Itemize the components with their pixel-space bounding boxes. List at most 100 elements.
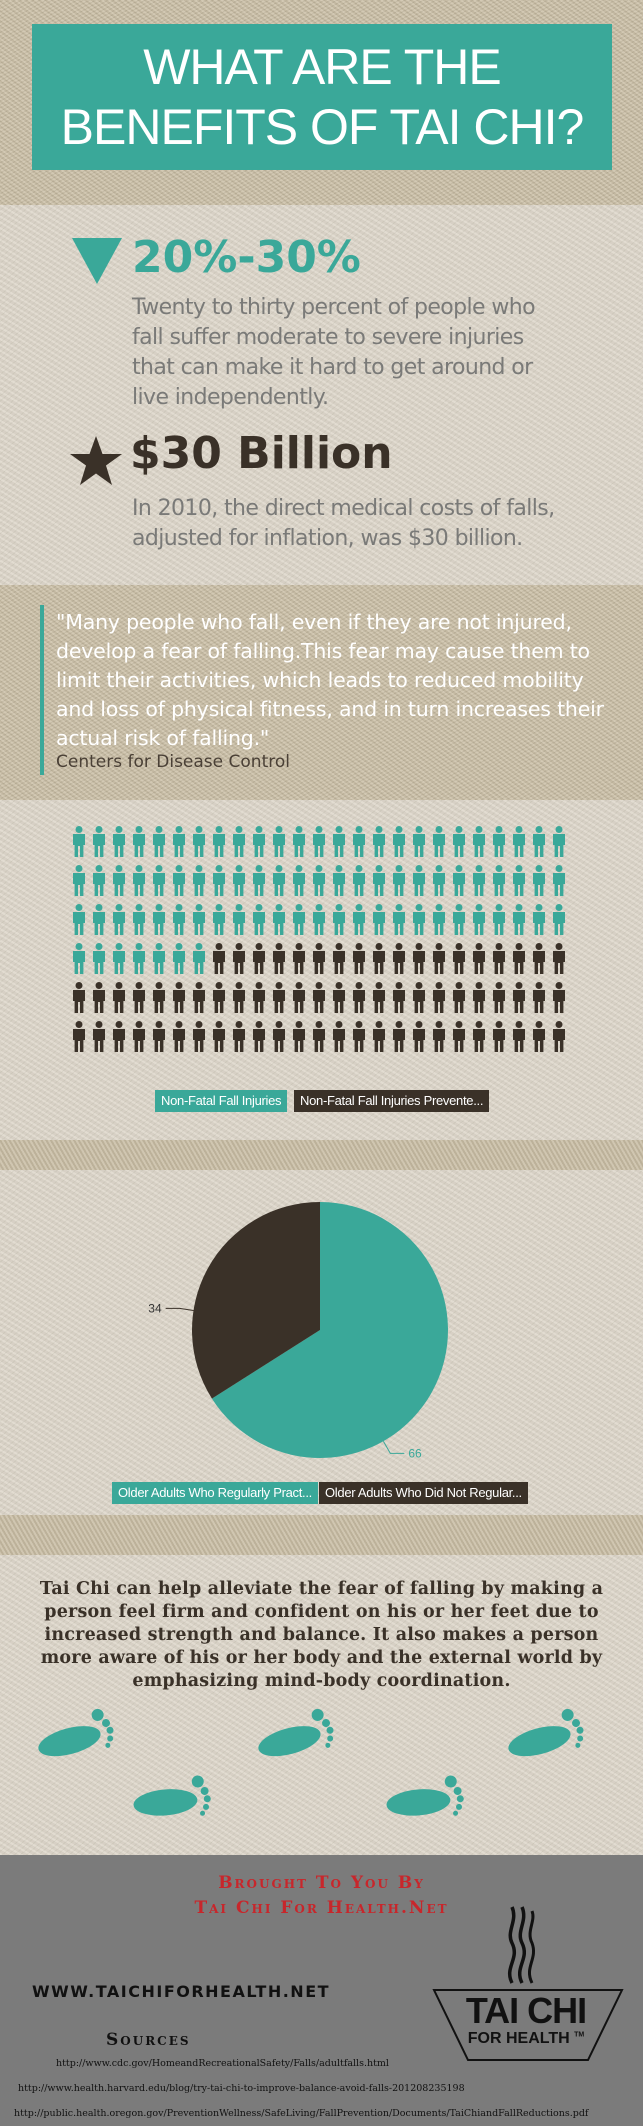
website-url: WWW.TAICHIFORHEALTH.NET bbox=[32, 1982, 331, 2001]
person-icon-injured bbox=[173, 904, 185, 935]
person-icon-injured bbox=[213, 826, 225, 857]
pie-leader-line-0 bbox=[382, 1440, 405, 1454]
person-icon-prevented bbox=[113, 1021, 125, 1052]
logo-subtitle: FOR HEALTH TM bbox=[436, 2030, 616, 2048]
person-icon-injured bbox=[393, 826, 405, 857]
person-icon-prevented bbox=[313, 982, 325, 1013]
person-icon-injured bbox=[133, 943, 145, 974]
person-icon-injured bbox=[273, 826, 285, 857]
separator-band bbox=[0, 1140, 643, 1170]
person-icon-prevented bbox=[453, 982, 465, 1013]
person-icon-injured bbox=[213, 904, 225, 935]
person-icon-injured bbox=[113, 826, 125, 857]
person-icon-prevented bbox=[353, 982, 365, 1013]
person-icon-injured bbox=[413, 865, 425, 896]
person-icon-prevented bbox=[233, 982, 245, 1013]
person-icon-injured bbox=[153, 904, 165, 935]
star-icon bbox=[70, 436, 122, 485]
person-icon-injured bbox=[493, 826, 505, 857]
person-icon-prevented bbox=[393, 943, 405, 974]
person-icon-injured bbox=[553, 865, 565, 896]
person-icon-prevented bbox=[493, 1021, 505, 1052]
person-icon-injured bbox=[273, 904, 285, 935]
pie-slice-1 bbox=[192, 1202, 320, 1399]
person-icon-prevented bbox=[433, 982, 445, 1013]
page-title: WHAT ARE THE BENEFITS OF TAI CHI? bbox=[60, 39, 585, 155]
person-icon-prevented bbox=[413, 1021, 425, 1052]
person-icon-prevented bbox=[373, 943, 385, 974]
person-icon-injured bbox=[73, 826, 85, 857]
legend-no-practice: Older Adults Who Did Not Regular... bbox=[319, 1482, 528, 1504]
person-icon-injured bbox=[373, 904, 385, 935]
person-icon-injured bbox=[553, 826, 565, 857]
person-icon-injured bbox=[173, 826, 185, 857]
person-icon-prevented bbox=[553, 943, 565, 974]
person-icon-prevented bbox=[473, 1021, 485, 1052]
legend-fall-injuries: Non-Fatal Fall Injuries bbox=[155, 1090, 288, 1112]
person-icon-injured bbox=[433, 826, 445, 857]
sources-title: Sources bbox=[106, 2030, 191, 2050]
person-icon-prevented bbox=[353, 943, 365, 974]
person-icon-injured bbox=[473, 904, 485, 935]
person-icon-injured bbox=[433, 865, 445, 896]
person-icon-injured bbox=[333, 865, 345, 896]
person-icon-injured bbox=[93, 865, 105, 896]
person-icon-prevented bbox=[213, 982, 225, 1013]
person-icon-injured bbox=[73, 943, 85, 974]
person-icon-prevented bbox=[193, 1021, 205, 1052]
person-icon-injured bbox=[133, 904, 145, 935]
logo-trademark: TM bbox=[574, 2031, 585, 2039]
person-icon-injured bbox=[193, 826, 205, 857]
smoke-swirl-icon bbox=[508, 1906, 535, 1984]
brought-by-name: Tai Chi For Health.Net bbox=[194, 1898, 449, 1918]
person-icon-prevented bbox=[73, 1021, 85, 1052]
person-icon-prevented bbox=[513, 1021, 525, 1052]
legend-practice: Older Adults Who Regularly Pract... bbox=[112, 1482, 318, 1504]
person-icon-prevented bbox=[453, 943, 465, 974]
person-icon-injured bbox=[393, 865, 405, 896]
person-icon-prevented bbox=[173, 982, 185, 1013]
legend-fall-injuries-prevented: Non-Fatal Fall Injuries Prevente... bbox=[294, 1090, 490, 1112]
quote-source: Centers for Disease Control bbox=[56, 752, 290, 772]
pie-slice-0 bbox=[211, 1202, 448, 1458]
person-icon-prevented bbox=[533, 1021, 545, 1052]
person-icon-injured bbox=[193, 943, 205, 974]
footprint-icon bbox=[38, 1708, 114, 1757]
person-icon-prevented bbox=[533, 982, 545, 1013]
person-icon-prevented bbox=[413, 982, 425, 1013]
separator-band-2 bbox=[0, 1515, 643, 1555]
person-icon-injured bbox=[333, 826, 345, 857]
quote-text: "Many people who fall, even if they are … bbox=[56, 610, 604, 750]
person-icon-prevented bbox=[113, 982, 125, 1013]
source-link-1: http://www.cdc.gov/HomeandRecreationalSa… bbox=[56, 2058, 389, 2069]
person-icon-injured bbox=[453, 865, 465, 896]
person-icon-injured bbox=[313, 904, 325, 935]
person-icon-injured bbox=[73, 904, 85, 935]
person-icon-prevented bbox=[313, 1021, 325, 1052]
pie-leader-line-1 bbox=[165, 1307, 194, 1312]
person-icon-injured bbox=[93, 943, 105, 974]
person-icon-injured bbox=[513, 826, 525, 857]
person-icon-prevented bbox=[253, 1021, 265, 1052]
person-icon-injured bbox=[193, 904, 205, 935]
person-icon-injured bbox=[153, 865, 165, 896]
person-icon-injured bbox=[453, 904, 465, 935]
person-icon-injured bbox=[113, 865, 125, 896]
person-icon-injured bbox=[353, 865, 365, 896]
person-icon-prevented bbox=[293, 982, 305, 1013]
person-icon-prevented bbox=[513, 982, 525, 1013]
person-icon-prevented bbox=[393, 1021, 405, 1052]
stat-description-2: In 2010, the direct medical costs of fal… bbox=[132, 496, 555, 551]
person-icon-injured bbox=[553, 904, 565, 935]
person-icon-injured bbox=[133, 865, 145, 896]
person-icon-prevented bbox=[473, 982, 485, 1013]
person-icon-injured bbox=[473, 826, 485, 857]
triangle-down-icon bbox=[72, 238, 122, 284]
person-icon-prevented bbox=[253, 943, 265, 974]
person-icon-injured bbox=[253, 865, 265, 896]
logo-subtitle-text: FOR HEALTH bbox=[467, 2030, 570, 2047]
person-icon-injured bbox=[513, 865, 525, 896]
person-icon-prevented bbox=[93, 1021, 105, 1052]
person-icon-injured bbox=[253, 904, 265, 935]
person-icon-injured bbox=[453, 826, 465, 857]
